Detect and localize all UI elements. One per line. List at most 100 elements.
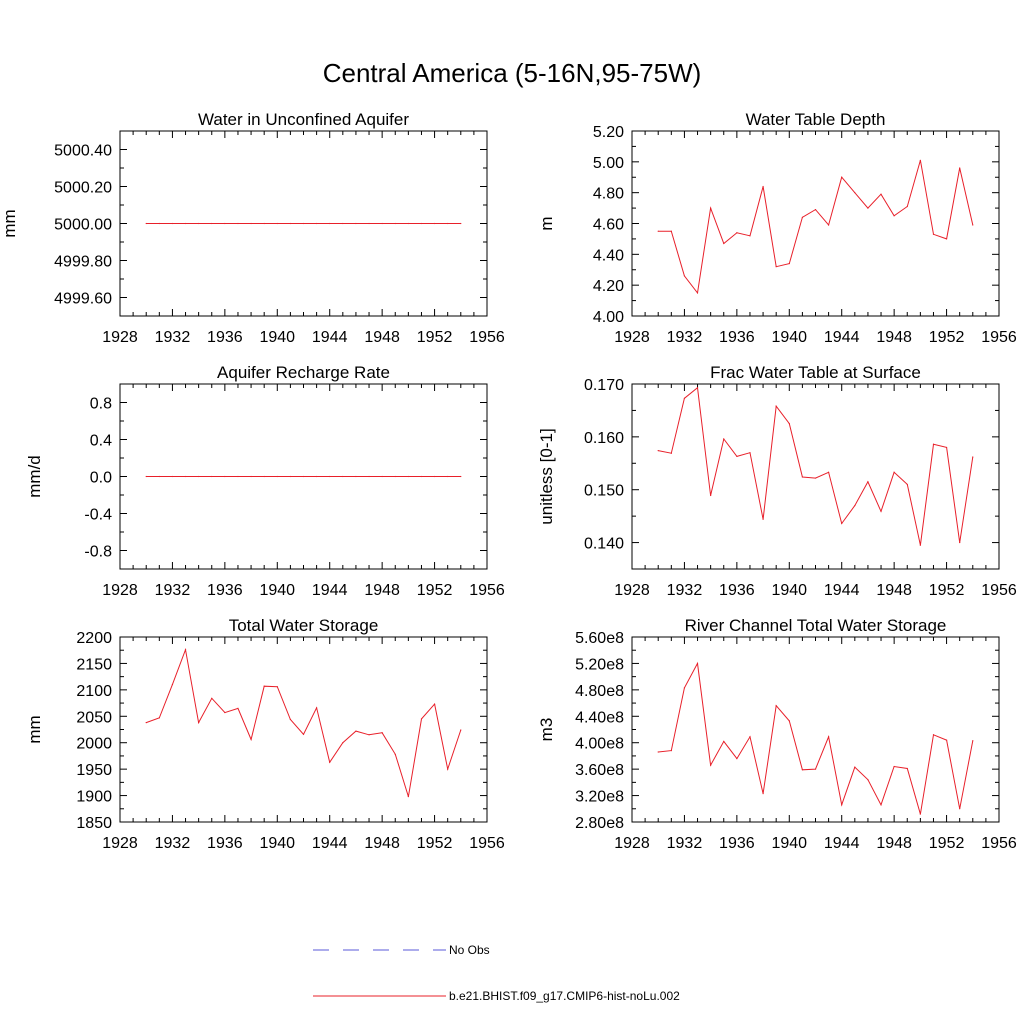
y-tick-label: 2200 [76, 630, 112, 647]
y-tick-label: 0.8 [90, 396, 112, 413]
x-tick-label: 1932 [667, 582, 703, 599]
data-point [447, 768, 449, 770]
data-point [932, 233, 935, 235]
y-tick-label: 2000 [76, 736, 112, 753]
data-point [224, 222, 226, 225]
data-point [854, 192, 856, 194]
series-line [146, 647, 462, 797]
panel-title: Water Table Depth [746, 110, 886, 129]
x-tick-label: 1940 [771, 582, 807, 599]
data-point [657, 751, 659, 753]
data-point [342, 222, 344, 225]
panel-6: River Channel Total Water Storage 1928 193… [537, 616, 1017, 852]
x-tick-label: 1944 [312, 582, 348, 599]
y-tick-label: 3.60e8 [575, 762, 624, 779]
data-point [407, 222, 409, 225]
data-point [972, 456, 974, 458]
data-point [696, 387, 699, 389]
data-point [355, 475, 357, 478]
data-point [407, 475, 409, 478]
legend-label: No Obs [449, 943, 490, 957]
x-tick-label: 1928 [102, 329, 138, 346]
y-tick-label: 0.0 [90, 470, 112, 487]
y-tick-label: -0.8 [84, 544, 112, 561]
data-point [237, 707, 239, 709]
data-point [959, 167, 961, 169]
series-line [658, 661, 974, 815]
y-tick-label: 5000.40 [54, 143, 112, 160]
data-point [460, 729, 462, 731]
x-tick-label: 1944 [312, 329, 348, 346]
x-tick-label: 1956 [981, 835, 1017, 852]
y-tick-label: 5.20e8 [575, 656, 624, 673]
data-point [420, 475, 423, 478]
x-tick-label: 1944 [824, 329, 860, 346]
data-point [184, 649, 187, 651]
panel-4: Frac Water Table at Surface 1928 1932 1936 1… [537, 363, 1017, 599]
panel-title: River Channel Total Water Storage [685, 616, 947, 635]
data-point [919, 159, 921, 161]
data-point [801, 216, 803, 218]
data-point [788, 423, 790, 425]
data-point [932, 443, 935, 445]
data-point [945, 739, 948, 741]
data-point [342, 475, 344, 478]
y-tick-label: 5.60e8 [575, 630, 624, 647]
y-axis-label: m3 [537, 718, 556, 742]
data-point [867, 481, 869, 483]
data-point [381, 732, 383, 734]
data-point [316, 707, 318, 709]
data-point [906, 483, 908, 486]
data-point [198, 722, 200, 724]
data-point [198, 475, 200, 478]
x-tick-label: 1944 [312, 835, 348, 852]
data-point [854, 766, 856, 768]
y-tick-label: 4.40e8 [575, 709, 624, 726]
x-tick-label: 1948 [876, 329, 912, 346]
x-tick-label: 1948 [364, 329, 400, 346]
x-tick-label: 1952 [417, 835, 453, 852]
legend: No Obs b.e21.BHIST.f09_g17.CMIP6-hist-noL… [313, 943, 680, 1003]
data-point [945, 238, 948, 240]
data-point [381, 222, 383, 225]
data-point [749, 736, 751, 738]
data-point [250, 475, 252, 478]
x-tick-label: 1952 [929, 835, 965, 852]
data-point [302, 733, 305, 735]
y-tick-label: 0.140 [584, 536, 624, 553]
data-point [919, 544, 921, 546]
data-point [433, 475, 436, 478]
data-point [814, 209, 817, 211]
data-point [158, 222, 160, 225]
y-tick-label: 1850 [76, 815, 112, 832]
data-point [316, 222, 318, 225]
data-point [945, 446, 948, 449]
y-tick-label: 0.150 [584, 483, 624, 500]
y-tick-label: 5.20 [593, 124, 624, 141]
x-tick-label: 1956 [981, 329, 1017, 346]
data-point [447, 475, 449, 478]
y-tick-label: 4.80 [593, 186, 624, 203]
data-point [368, 734, 370, 736]
x-tick-label: 1936 [207, 582, 243, 599]
data-point [710, 764, 712, 766]
data-point [762, 518, 764, 520]
x-tick-label: 1928 [614, 835, 650, 852]
x-tick-label: 1928 [614, 329, 650, 346]
panel-3: Aquifer Recharge Rate 1928 1932 1936 1940 194… [25, 363, 505, 599]
data-point [762, 792, 764, 795]
x-tick-label: 1940 [259, 835, 295, 852]
data-point [867, 779, 869, 781]
data-point [460, 475, 462, 478]
data-point [368, 475, 370, 478]
x-tick-label: 1936 [719, 582, 755, 599]
x-tick-label: 1932 [155, 835, 191, 852]
data-point [184, 475, 187, 478]
x-tick-label: 1952 [929, 329, 965, 346]
data-point [736, 455, 738, 458]
y-axis-label: mm [25, 715, 44, 743]
data-point [670, 452, 672, 454]
data-point [420, 222, 423, 225]
data-point [893, 215, 895, 217]
data-point [736, 757, 738, 760]
